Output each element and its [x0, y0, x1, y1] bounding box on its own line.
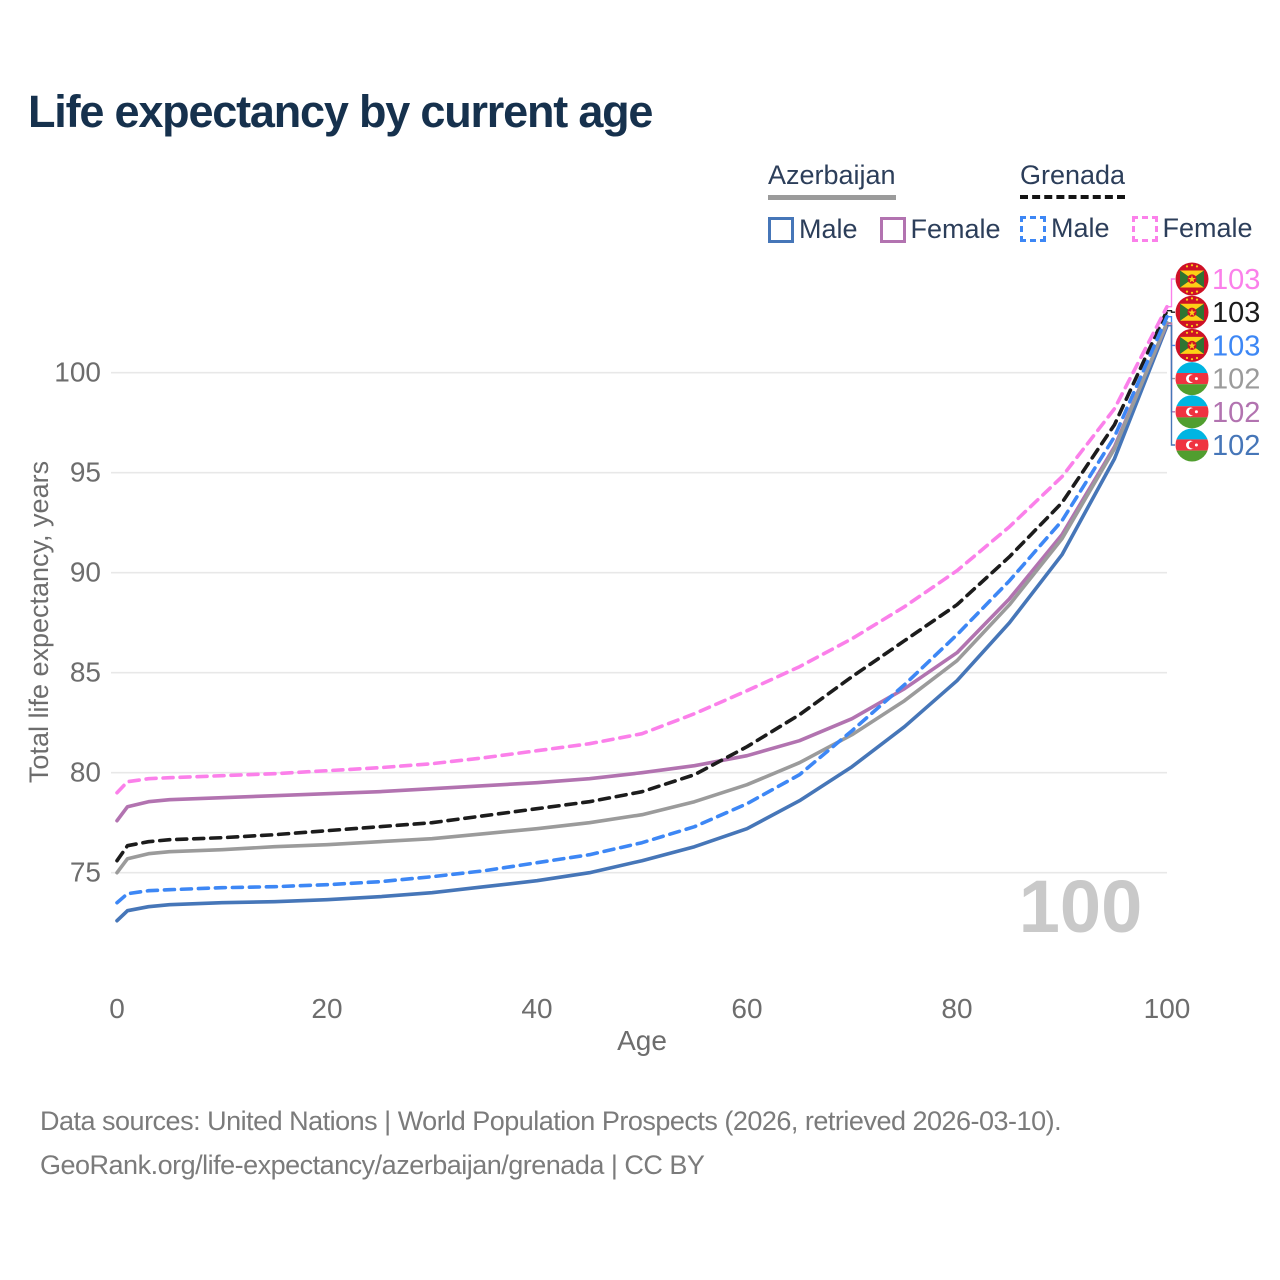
legend-group-grenada: Grenada Male Female [1020, 160, 1275, 244]
age-watermark: 100 [1018, 865, 1143, 948]
footer: Data sources: United Nations | World Pop… [40, 1106, 1062, 1194]
legend-group-title-grenada[interactable]: Grenada [1020, 160, 1126, 199]
legend-item-azerbaijan-male[interactable]: Male [768, 214, 858, 245]
y-tick-label-80: 80 [70, 757, 101, 788]
legend-group-azerbaijan: Azerbaijan Male Female [768, 160, 1023, 245]
x-axis-title: Age [617, 1025, 667, 1056]
series-line-azerbaijan-male[interactable] [115, 323, 1169, 923]
end-value-label-azerbaijan-male: 102 [1212, 430, 1260, 462]
legend-item-label: Male [799, 214, 858, 244]
series-line-grenada-male[interactable] [115, 314, 1169, 905]
legend-item-azerbaijan-female[interactable]: Female [879, 214, 1001, 245]
legend-swatch-icon[interactable] [768, 216, 794, 243]
flag-icon-azerbaijan [1175, 428, 1209, 462]
end-label-leader [1167, 325, 1175, 446]
legend-item-grenada-male[interactable]: Male [1020, 213, 1110, 244]
series-line-azerbaijan-total[interactable] [115, 320, 1169, 875]
y-tick-label-100: 100 [54, 357, 101, 388]
end-label-leader [1167, 278, 1175, 308]
y-axis-title: Total life expectancy, years [24, 461, 54, 783]
svg-text:★: ★ [1188, 308, 1197, 319]
svg-text:★: ★ [1188, 341, 1197, 352]
y-tick-label-85: 85 [70, 657, 101, 688]
svg-text:★: ★ [1188, 275, 1197, 286]
y-tick-label-75: 75 [70, 857, 101, 888]
flag-icon-azerbaijan [1175, 362, 1209, 396]
x-tick-label-100: 100 [1144, 993, 1191, 1024]
footer-attribution: GeoRank.org/life-expectancy/azerbaijan/g… [40, 1150, 705, 1180]
end-value-label-azerbaijan-total: 102 [1212, 364, 1260, 396]
end-value-label-azerbaijan-female: 102 [1212, 397, 1260, 429]
y-tick-label-90: 90 [70, 557, 101, 588]
end-label-leader [1167, 310, 1175, 313]
legend-item-label: Female [1162, 213, 1253, 243]
page-title: Life expectancy by current age [28, 86, 653, 137]
flag-icon-azerbaijan [1175, 395, 1209, 429]
series-line-azerbaijan-female[interactable] [115, 321, 1169, 823]
x-tick-label-40: 40 [521, 993, 552, 1024]
end-value-label-grenada-male: 103 [1212, 330, 1260, 362]
legend-item-label: Female [910, 214, 1001, 244]
end-value-label-grenada-female: 103 [1212, 264, 1260, 296]
x-tick-label-80: 80 [941, 993, 972, 1024]
y-tick-label-95: 95 [70, 457, 101, 488]
legend-items-row: Male Female [768, 214, 1023, 245]
footer-data-sources: Data sources: United Nations | World Pop… [40, 1106, 1062, 1136]
series-line-grenada-total[interactable] [115, 308, 1169, 863]
flag-icon-grenada: ★ [1175, 295, 1209, 329]
legend-item-label: Male [1051, 213, 1110, 243]
x-tick-label-60: 60 [731, 993, 762, 1024]
x-tick-label-20: 20 [311, 993, 342, 1024]
legend-group-title-azerbaijan[interactable]: Azerbaijan [768, 160, 896, 200]
legend-items-row: Male Female [1020, 213, 1275, 244]
series-line-grenada-female[interactable] [115, 304, 1169, 795]
legend-swatch-icon[interactable] [1131, 215, 1158, 242]
legend-swatch-icon[interactable] [879, 216, 906, 243]
x-tick-label-0: 0 [109, 993, 125, 1024]
legend-swatch-icon[interactable] [1020, 215, 1046, 242]
legend-item-grenada-female[interactable]: Female [1131, 213, 1253, 244]
end-value-label-grenada-total: 103 [1212, 297, 1260, 329]
flag-icon-grenada: ★ [1175, 262, 1209, 296]
flag-icon-grenada: ★ [1175, 328, 1209, 362]
